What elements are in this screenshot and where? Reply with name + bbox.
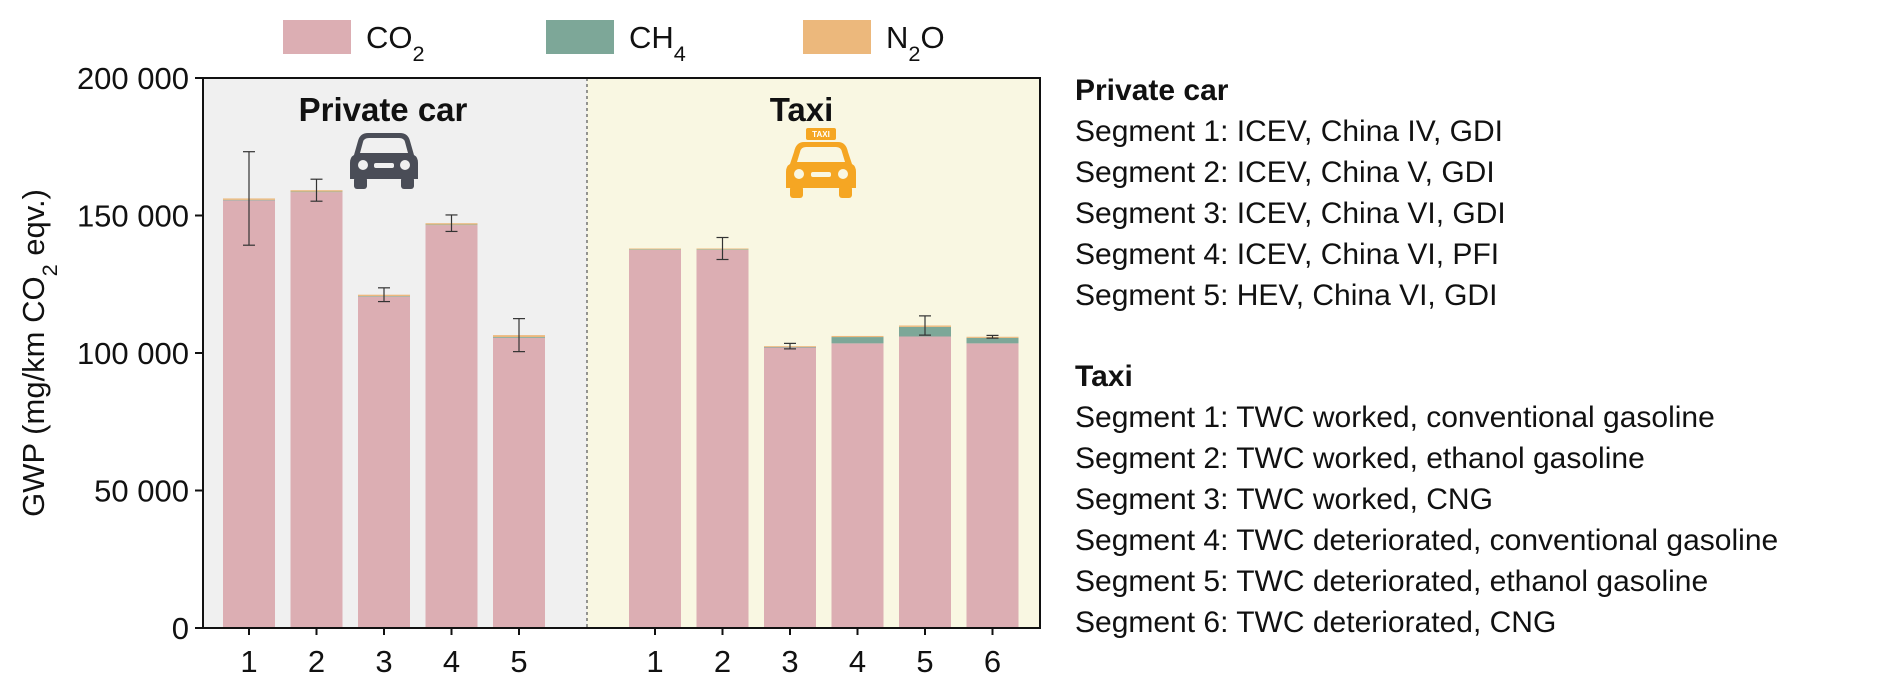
taxi-bar-2-co2	[696, 249, 749, 628]
taxi-x-tick-label-6: 6	[984, 644, 1001, 679]
car-headlight-left	[358, 160, 368, 170]
car-headlight-right	[400, 160, 410, 170]
legend-n2o-label: N2O	[886, 20, 945, 66]
gwp-stacked-bar-chart: 1 2 3 4 5 1 2 3 4 5 6 0 50 000 100 000 150 000 200 000 G…	[16, 20, 1041, 679]
private-car-segment-3: Segment 3: ICEV, China VI, GDI	[1075, 197, 1506, 230]
taxi-bar-6-ch4	[966, 337, 1019, 344]
taxi-segment-4: Segment 4: TWC deteriorated, conventiona…	[1075, 524, 1779, 557]
taxi-segment-6: Segment 6: TWC deteriorated, CNG	[1075, 606, 1557, 639]
private-car-x-tick-label-3: 3	[375, 644, 392, 679]
taxi-x-tick-label-1: 1	[646, 644, 663, 679]
legend-ch4-label: CH4	[629, 20, 686, 66]
y-tick-label: 0	[172, 611, 189, 646]
private-car-bar-5-co2	[493, 337, 545, 628]
car-wheel-right	[401, 177, 414, 189]
taxi-bar-4-co2	[831, 343, 884, 628]
taxi-bar-1-n2o	[629, 248, 681, 250]
legend-co2-label: CO2	[366, 20, 425, 66]
taxi-x-tick-label-3: 3	[781, 644, 798, 679]
car-wheel-left	[354, 177, 367, 189]
private-car-segment-5: Segment 5: HEV, China VI, GDI	[1075, 279, 1498, 312]
car-windshield	[360, 138, 408, 153]
legend-n2o-swatch	[803, 20, 871, 54]
private-car-bar-4-co2	[425, 225, 478, 628]
taxi-wheel-right	[839, 186, 852, 198]
taxi-sign	[806, 128, 836, 140]
taxi-bar-4-n2o	[831, 335, 884, 338]
taxi-windshield	[797, 147, 845, 162]
taxi-group-title: Taxi	[770, 91, 834, 128]
private-car-segment-2: Segment 2: ICEV, China V, GDI	[1075, 156, 1495, 189]
private-car-bar-3-co2	[358, 296, 410, 628]
private-car-x-tick-label-2: 2	[308, 644, 325, 679]
y-tick-label: 200 000	[77, 61, 189, 96]
taxi-bar-4-ch4	[831, 337, 884, 344]
private-car-bar-2-co2	[290, 192, 343, 628]
taxi-segment-3: Segment 3: TWC worked, CNG	[1075, 483, 1493, 516]
taxi-bar-1-ch4	[629, 249, 681, 250]
y-tick-label: 50 000	[94, 474, 189, 509]
taxi-wheel-left	[790, 186, 803, 198]
y-axis-label: GWP (mg/km CO2 eqv.)	[16, 189, 62, 517]
car-icon	[350, 133, 418, 189]
taxi-heading: Taxi	[1075, 360, 1133, 393]
taxi-x-tick-label-4: 4	[849, 644, 866, 679]
taxi-grille	[811, 172, 831, 177]
taxi-x-tick-label-5: 5	[916, 644, 933, 679]
taxi-bar-5-co2	[899, 336, 951, 628]
legend-ch4-swatch	[546, 20, 614, 54]
private-car-segment-4: Segment 4: ICEV, China VI, PFI	[1075, 238, 1500, 271]
taxi-description-panel: Taxi Segment 1: TWC worked, conventional…	[1075, 356, 1885, 643]
private-car-heading: Private car	[1075, 74, 1229, 107]
segment-description-panel: Private car Segment 1: ICEV, China IV, G…	[1075, 70, 1885, 316]
y-tick-label: 100 000	[77, 336, 189, 371]
private-car-x-tick-label-5: 5	[510, 644, 527, 679]
taxi-bar-6-co2	[966, 343, 1019, 628]
taxi-segment-2: Segment 2: TWC worked, ethanol gasoline	[1075, 442, 1645, 475]
taxi-bar-3-co2	[764, 347, 816, 628]
taxi-segment-5: Segment 5: TWC deteriorated, ethanol gas…	[1075, 565, 1709, 598]
taxi-segment-1: Segment 1: TWC worked, conventional gaso…	[1075, 401, 1715, 434]
taxi-headlight-left	[794, 169, 804, 179]
private-car-group-title: Private car	[299, 91, 468, 128]
taxi-headlight-right	[838, 169, 848, 179]
taxi-x-tick-label-2: 2	[714, 644, 731, 679]
legend-co2-swatch	[283, 20, 351, 54]
taxi-icon: TAXI	[786, 128, 856, 198]
y-tick-label: 150 000	[77, 199, 189, 234]
private-car-x-tick-label-1: 1	[240, 644, 257, 679]
private-car-x-tick-label-4: 4	[443, 644, 460, 679]
taxi-bar-1-co2	[629, 249, 681, 628]
taxi-sign-text: TAXI	[812, 130, 830, 139]
private-car-segment-1: Segment 1: ICEV, China IV, GDI	[1075, 115, 1504, 148]
car-grille	[374, 163, 394, 168]
private-car-bar-1-co2	[223, 200, 275, 628]
